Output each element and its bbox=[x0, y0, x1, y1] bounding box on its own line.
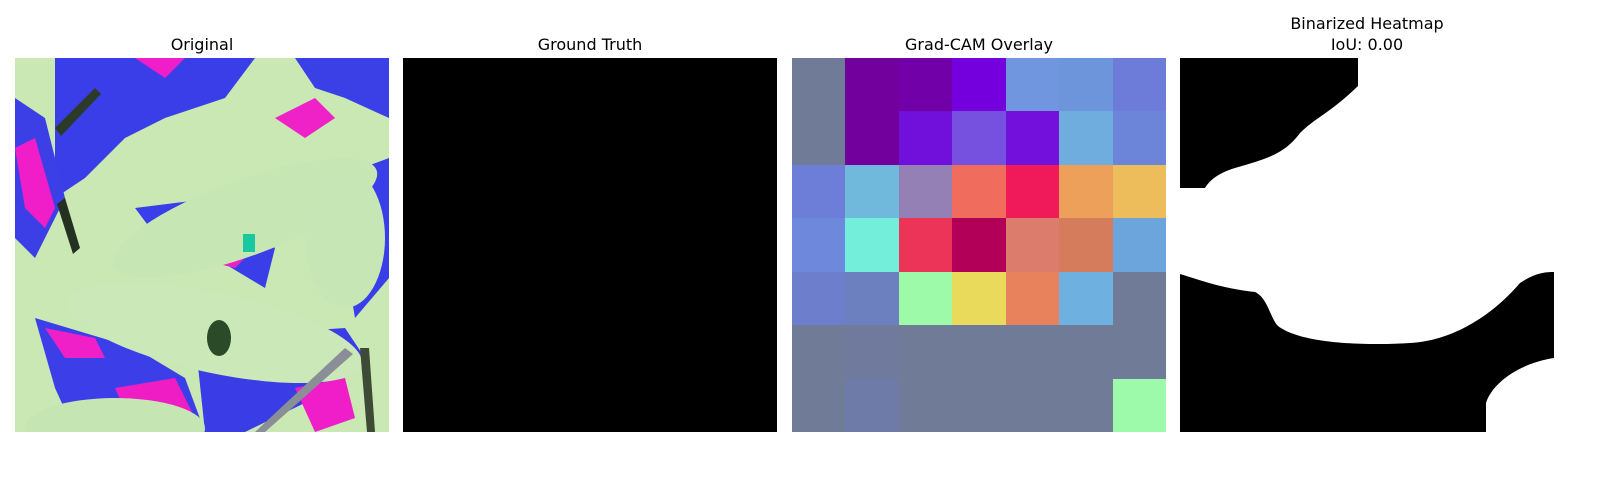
gradcam-cell bbox=[792, 218, 846, 272]
gradcam-cell bbox=[845, 271, 899, 326]
gradcam-cell bbox=[792, 271, 846, 326]
gradcam-cell bbox=[1005, 58, 1060, 112]
ground-truth-mask bbox=[403, 58, 777, 432]
gradcam-cell bbox=[1005, 325, 1060, 379]
gradcam-cell bbox=[1112, 271, 1166, 326]
gradcam-cell bbox=[792, 325, 846, 379]
gradcam-cell bbox=[898, 271, 953, 326]
gradcam-cell bbox=[898, 111, 953, 165]
gradcam-cell bbox=[1112, 164, 1166, 219]
gradcam-cell bbox=[1059, 378, 1113, 432]
gradcam-cell bbox=[952, 271, 1006, 326]
gradcam-cell bbox=[792, 164, 846, 219]
gradcam-cell bbox=[898, 325, 953, 379]
gradcam-title: Grad-CAM Overlay bbox=[905, 35, 1053, 54]
gradcam-cell bbox=[952, 111, 1006, 165]
gradcam-cell bbox=[1112, 58, 1166, 112]
gradcam-cell bbox=[1112, 325, 1166, 379]
gradcam-cell bbox=[952, 164, 1006, 219]
binarized-heatmap-mask bbox=[1180, 58, 1554, 432]
original-image bbox=[15, 58, 389, 432]
gradcam-cell bbox=[1005, 271, 1060, 326]
gradcam-cell bbox=[898, 164, 953, 219]
gradcam-cell bbox=[845, 378, 899, 432]
gradcam-cell bbox=[845, 164, 899, 219]
gradcam-cell bbox=[1005, 111, 1060, 165]
gradcam-cell bbox=[1059, 111, 1113, 165]
gradcam-cell bbox=[952, 325, 1006, 379]
gradcam-cell bbox=[952, 58, 1006, 112]
gradcam-cell bbox=[1005, 164, 1060, 219]
gradcam-cell bbox=[1112, 378, 1166, 432]
binarized-iou-label: IoU: 0.00 bbox=[1330, 35, 1404, 54]
binarized-heatmap bbox=[1180, 58, 1554, 432]
binarized-title-line1: Binarized Heatmap bbox=[1290, 14, 1444, 33]
gradcam-cell bbox=[952, 378, 1006, 432]
original-title: Original bbox=[170, 35, 234, 54]
gradcam-cell bbox=[898, 378, 953, 432]
gradcam-cell bbox=[952, 218, 1006, 272]
gradcam-cell bbox=[898, 218, 953, 272]
gradcam-cell bbox=[898, 58, 953, 112]
gradcam-cell bbox=[845, 325, 899, 379]
gradcam-cell bbox=[792, 378, 846, 432]
gradcam-cell bbox=[1059, 58, 1113, 112]
gradcam-cell bbox=[1059, 218, 1113, 272]
gradcam-cell bbox=[845, 58, 899, 112]
ground-truth-title: Ground Truth bbox=[537, 35, 643, 54]
gradcam-overlay bbox=[792, 58, 1166, 432]
gradcam-cell bbox=[845, 111, 899, 165]
gradcam-cell bbox=[845, 218, 899, 272]
gradcam-cell bbox=[792, 111, 846, 165]
gradcam-cell bbox=[1059, 325, 1113, 379]
gradcam-cell bbox=[792, 58, 846, 112]
gradcam-cell bbox=[1112, 218, 1166, 272]
gradcam-cell bbox=[1005, 378, 1060, 432]
gradcam-cell bbox=[1059, 271, 1113, 326]
gradcam-cell bbox=[1112, 111, 1166, 165]
gradcam-cell bbox=[1005, 218, 1060, 272]
gradcam-cell bbox=[1059, 164, 1113, 219]
binarized-title: Binarized Heatmap IoU: 0.00 bbox=[1180, 13, 1554, 55]
original-image-art bbox=[15, 58, 389, 432]
